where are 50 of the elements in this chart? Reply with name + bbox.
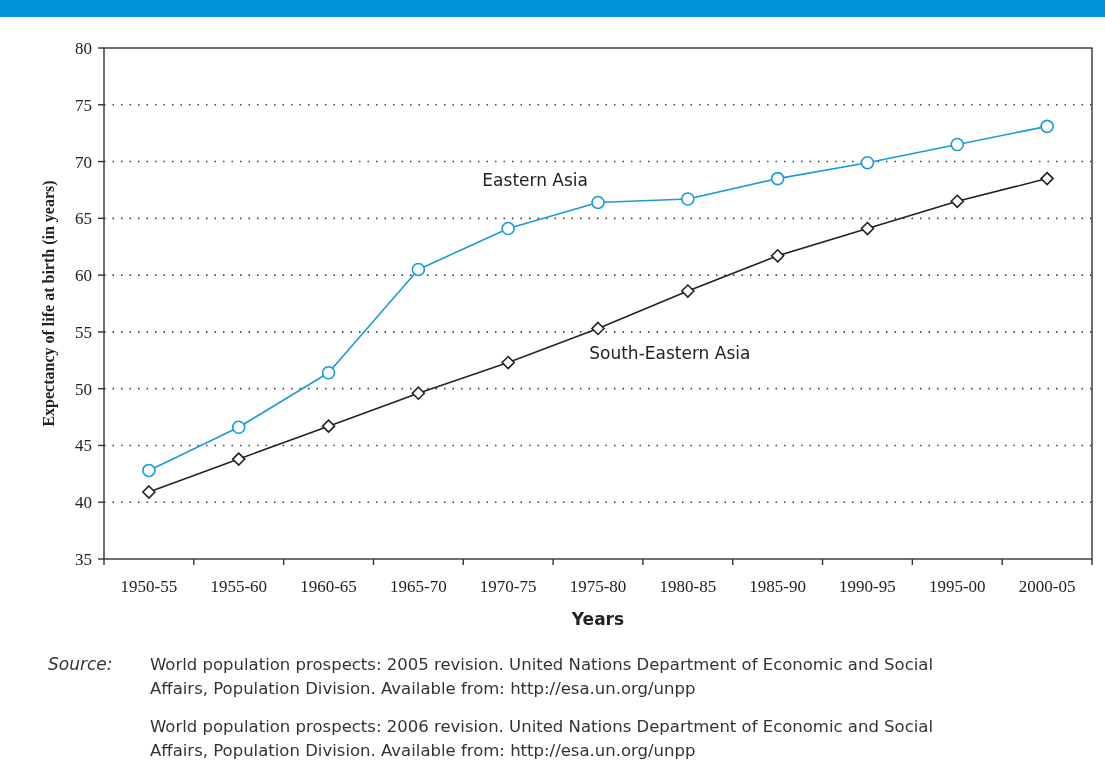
- y-tick-label: 80: [75, 38, 92, 58]
- y-tick-label: 50: [75, 379, 92, 399]
- point: [501, 355, 515, 370]
- point: [1040, 171, 1054, 186]
- x-tick-label: 2000-05: [1018, 577, 1076, 596]
- source-note: Source:: [48, 654, 113, 674]
- x-tick-label: 1985-90: [749, 577, 806, 596]
- series-label: South-Eastern Asia: [589, 343, 751, 364]
- point: [950, 137, 965, 152]
- y-tick-label: 70: [75, 152, 92, 172]
- y-axis-title: Expectancy of life at birth (in years): [40, 180, 58, 427]
- y-tick-label: 65: [75, 209, 92, 229]
- point: [231, 452, 246, 466]
- x-tick-label: 1950-55: [120, 577, 178, 596]
- point: [591, 321, 605, 336]
- x-tick-label: 1980-85: [659, 577, 717, 596]
- text: World population prospects: 2006 revision. United Nations Department of Economic and Social Affairs, Population Division. Available from: http://esa.un.org/unpp: [150, 717, 934, 760]
- point: [681, 284, 695, 298]
- point: [770, 171, 785, 186]
- point: [231, 420, 246, 435]
- y-tick-label: 35: [75, 549, 92, 569]
- x-tick-label: 1965-70: [390, 577, 447, 596]
- y-tick-label: 75: [75, 95, 92, 115]
- x-tick-label: 1995-00: [928, 577, 986, 596]
- x-tick-label: 1990-95: [839, 577, 896, 596]
- point: [411, 262, 426, 277]
- point: [770, 249, 785, 263]
- y-tick-label: 60: [75, 266, 92, 286]
- y-tick-label: 55: [75, 322, 92, 342]
- point: [142, 485, 156, 499]
- x-axis-title: Years: [570, 609, 625, 629]
- text: World population prospects: 2005 revision. United Nations Department of Economic and Social Affairs, Population Division. Available from: http://esa.un.org/unpp: [150, 655, 934, 698]
- point: [142, 463, 156, 478]
- point: [321, 365, 336, 380]
- point: [681, 192, 695, 206]
- series-label: Eastern Asia: [482, 170, 588, 191]
- point: [950, 194, 965, 209]
- x-tick-label: 1960-65: [300, 577, 357, 596]
- point: [1040, 119, 1054, 134]
- point: [321, 419, 336, 433]
- point: [411, 386, 426, 401]
- point: [591, 195, 605, 210]
- y-tick-label: 45: [75, 436, 92, 456]
- point: [501, 221, 515, 236]
- x-tick-label: 1970-75: [479, 577, 537, 596]
- x-tick-label: 1955-60: [210, 577, 268, 596]
- x-tick-label: 1975-80: [569, 577, 627, 596]
- y-tick-label: 40: [75, 493, 92, 513]
- point: [860, 221, 875, 236]
- point: [860, 155, 875, 170]
